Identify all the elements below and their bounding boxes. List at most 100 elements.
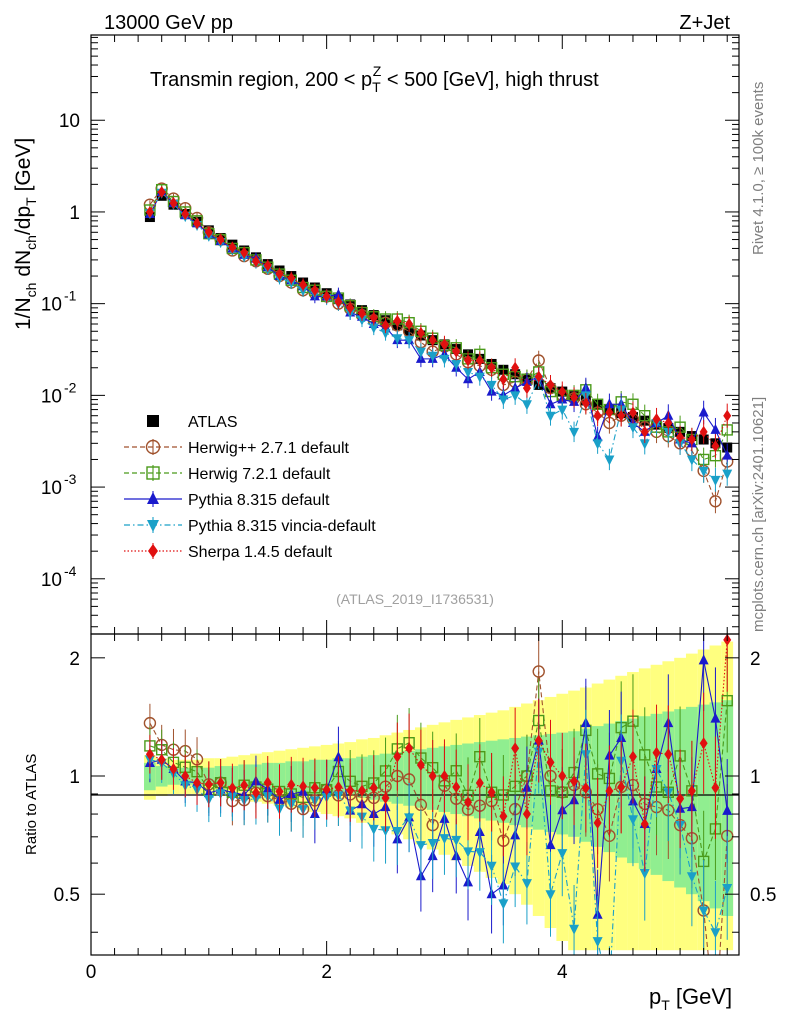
series-3-ratio-point [698,654,709,665]
series-3-ratio-line [149,660,728,915]
process-label: Z+Jet [679,12,730,34]
series-5-point [593,409,602,422]
series-4-ratio-point [604,988,614,998]
series-5-ratio-point [628,750,637,763]
series-4-point [439,354,450,365]
series-4-ratio-point [686,872,697,883]
series-4-point [557,405,568,416]
series-2-ratio-point [639,749,651,761]
series-5-point [169,197,178,210]
series-4-ratio-point [557,849,568,860]
series-4-point [545,411,556,422]
series-5-ratio-point [475,776,484,789]
y-tick-label-1: 1 [69,203,80,224]
series-4-ratio-point [722,883,733,894]
y-tick-label-10: 10 [59,111,80,132]
ratio-tick-label-left: 0.5 [54,885,80,906]
series-5-ratio-point [169,763,178,776]
series-4-ratio-point [451,835,462,846]
series-4-point [392,334,403,345]
series-5-point [369,311,378,324]
series-5-point [558,385,567,398]
series-5-point [299,278,308,291]
series-5-point [145,205,154,218]
series-5-ratio-point [464,796,473,809]
legend: ATLAS Herwig++ 2.7.1 default Herwig 7.2.1 … [124,414,376,561]
series-5-ratio-point [251,786,260,799]
ratio-tick-label-left: 2 [69,649,80,670]
main-series-layer [143,182,734,514]
series-5-point [216,233,225,246]
series-5-ratio-point [652,746,661,759]
title-sub: T [372,79,381,95]
x-tick-label: 0 [86,962,97,983]
green-band-bin [697,704,710,902]
series-5-ratio-point [558,770,567,783]
series-3-ratio-point [722,804,733,815]
series-4-ratio-point [698,906,709,917]
series-5-ratio-point [263,776,272,789]
series-4-point [722,469,733,480]
series-5-point [687,433,696,446]
series-5-point [522,382,531,395]
series-4-point [698,466,709,477]
series-5-point [287,272,296,285]
series-5-ratio-point [440,770,449,783]
series-5-ratio-point [181,770,190,783]
series-4-point [498,395,509,406]
series-5-line [149,191,728,448]
series-5-ratio-point [687,784,696,797]
legend-marker [147,520,159,532]
series-5-ratio-point [145,748,154,761]
series-5-ratio-point [546,756,555,769]
series-4-ratio-point [627,815,638,826]
series-5-main [145,186,732,459]
series-4-ratio-point [510,862,521,873]
series-5-point [416,326,425,339]
series-2-point [639,410,651,422]
series-5-point [464,354,473,367]
legend-entry-2: Herwig 7.2.1 default [124,465,331,483]
series-5-point [581,397,590,410]
series-5-ratio-point [570,775,579,788]
series-5-ratio-point [499,810,508,823]
series-1-ratio-point [532,665,545,678]
series-5-point [310,284,319,297]
series-5-ratio-point [452,781,461,794]
series-5-ratio-point [204,778,213,791]
title-part-2: < 500 [GeV], high thrust [381,69,599,91]
ratio-tick-label-right: 1 [750,767,761,788]
series-1-main [143,182,734,514]
series-5-ratio-point [193,776,202,789]
series-4-ratio-point [486,861,497,872]
series-5-ratio-point [664,748,673,761]
series-5-point [605,406,614,419]
series-5-point [440,338,449,351]
series-4-point [474,372,485,383]
series-4-line [149,191,728,481]
energy-label: 13000 GeV pp [104,12,233,34]
legend-entry-5: Sherpa 1.4.5 default [124,543,333,561]
series-1-point [709,495,722,508]
series-4-ratio-point [392,827,403,838]
series-4-point [510,391,521,402]
legend-label: ATLAS [188,414,238,431]
series-4-ratio-point [569,924,580,935]
series-5-point [487,361,496,374]
y-tick-exponent-1e-3: -3 [64,471,77,487]
legend-entry-0: ATLAS [147,414,238,431]
series-5-point [346,301,355,314]
series-4-point [486,380,497,391]
series-4-ratio-point [521,879,532,890]
series-5-ratio-point [405,742,414,755]
series-4-point [686,455,697,466]
series-5-ratio-point [699,737,708,750]
series-4-point [627,423,638,434]
series-5-point [157,186,166,199]
series-5-ratio-point [534,734,543,747]
series-5-point [723,409,732,422]
series-5-point [534,370,543,383]
series-5-ratio-point [240,779,249,792]
series-4-point [569,427,580,438]
